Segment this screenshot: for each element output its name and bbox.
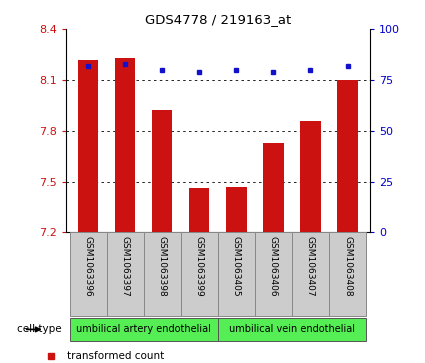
Bar bbox=[107, 232, 144, 316]
Text: cell type: cell type bbox=[17, 325, 62, 334]
Text: umbilical artery endothelial: umbilical artery endothelial bbox=[76, 325, 211, 334]
Bar bbox=[181, 232, 218, 316]
Bar bbox=[255, 232, 292, 316]
Text: GSM1063396: GSM1063396 bbox=[84, 236, 93, 297]
Bar bbox=[70, 318, 218, 341]
Title: GDS4778 / 219163_at: GDS4778 / 219163_at bbox=[144, 13, 291, 26]
Bar bbox=[189, 188, 210, 232]
Text: GSM1063405: GSM1063405 bbox=[232, 236, 241, 296]
Text: GSM1063406: GSM1063406 bbox=[269, 236, 278, 296]
Bar bbox=[70, 232, 107, 316]
Text: transformed count: transformed count bbox=[68, 351, 164, 361]
Bar bbox=[329, 232, 366, 316]
Text: GSM1063408: GSM1063408 bbox=[343, 236, 352, 296]
Bar bbox=[78, 60, 98, 232]
Bar bbox=[300, 121, 320, 232]
Bar bbox=[218, 232, 255, 316]
Text: GSM1063397: GSM1063397 bbox=[121, 236, 130, 297]
Bar bbox=[263, 143, 283, 232]
Bar bbox=[115, 58, 135, 232]
Bar bbox=[292, 232, 329, 316]
Bar bbox=[337, 80, 358, 232]
Bar bbox=[144, 232, 181, 316]
Text: GSM1063398: GSM1063398 bbox=[158, 236, 167, 297]
Text: GSM1063399: GSM1063399 bbox=[195, 236, 204, 297]
Bar bbox=[218, 318, 366, 341]
Text: GSM1063407: GSM1063407 bbox=[306, 236, 315, 296]
Bar bbox=[152, 110, 173, 232]
Text: umbilical vein endothelial: umbilical vein endothelial bbox=[229, 325, 355, 334]
Bar bbox=[226, 187, 246, 232]
